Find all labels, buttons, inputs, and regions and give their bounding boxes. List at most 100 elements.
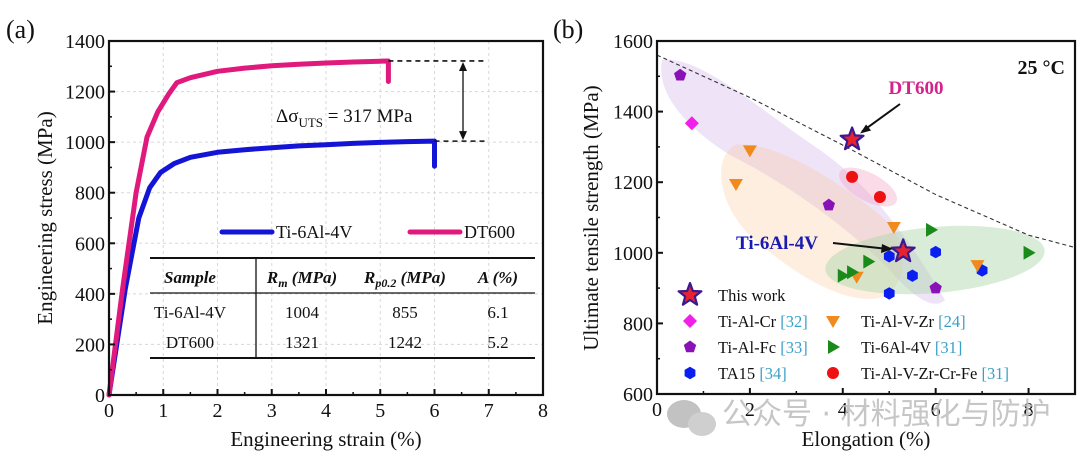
data-point-this-work-star-icon [839, 126, 865, 151]
data-point-ti-6al-4v-triangle-right-icon [926, 222, 939, 237]
panel-a: (a) ΔσUTS = 317 MPa 0 1 2 3 4 5 6 7 8 0 200 400 600 8… [6, 15, 548, 451]
region-ti-al-fc [661, 59, 945, 304]
y-tick-label: 1200 [65, 82, 105, 104]
table-cell: 855 [392, 303, 418, 322]
data-point-ti-6al-4v-triangle-right-icon [1023, 245, 1036, 260]
arrow-head-up-icon [459, 61, 467, 71]
panel-a-ticks: 0 1 2 3 4 5 6 7 8 0 200 400 600 800 1000 1200 1400 [65, 31, 548, 422]
legend-marker-ti-6al-4v-triangle-right-icon [828, 340, 840, 354]
arrow-head-icon [881, 244, 893, 253]
legend-marker-ti-al-fc-pentagon-icon [683, 340, 697, 353]
panel-a-xlabel: Engineering strain (%) [230, 427, 421, 451]
table-header-cell: A (%) [477, 268, 518, 287]
legend-label-ti-al-v-zr-cr-fe: Ti-Al-V-Zr-Cr-Fe [31] [861, 364, 1009, 383]
trend-line [656, 54, 1076, 249]
table-cell: 6.1 [487, 303, 508, 322]
table-cell: DT600 [166, 333, 214, 352]
y-tick-label: 800 [623, 313, 653, 335]
panel-b-ticks: 0 2 4 6 8 600 800 1000 1200 1400 1600 [613, 31, 1076, 421]
data-point-ti-al-v-zr-triangle-down-icon [886, 222, 901, 235]
x-tick-label: 1 [158, 400, 168, 422]
legend-marker-ti-al-v-zr-triangle-down-icon [826, 316, 840, 328]
legend-label-ti-6al-4v: Ti-6Al-4V [31] [861, 338, 962, 357]
data-point-ti-al-v-zr-triangle-down-icon [742, 145, 757, 158]
y-tick-label: 800 [75, 183, 105, 205]
legend-label: Ti-6Al-4V [276, 222, 352, 242]
x-tick-label: 0 [652, 399, 662, 421]
region-ti-al-v-zr [721, 144, 903, 299]
legend-marker-this-work-star-icon [677, 281, 703, 306]
y-tick-label: 600 [75, 233, 105, 255]
series-line-ti-6al-4v [106, 138, 437, 398]
x-tick-label: 0 [104, 400, 114, 422]
series-line-dt600 [106, 58, 391, 398]
panel-b-xlabel: Elongation (%) [802, 427, 931, 451]
data-point-ti-al-v-zr-triangle-down-icon [970, 260, 985, 273]
x-tick-label: 2 [213, 400, 223, 422]
data-point-this-work-star-icon [890, 238, 916, 263]
legend-label-ti-al-cr: Ti-Al-Cr [32] [718, 312, 808, 331]
y-tick-label: 1200 [613, 172, 653, 194]
legend-label: DT600 [464, 222, 515, 242]
panel-b-shaded-regions [661, 59, 1045, 304]
panel-a-legend: Ti-6Al-4V DT600 [219, 222, 515, 242]
x-tick-label: 2 [745, 399, 755, 421]
panel-b-ylabel: Ultimate tensile strength (MPa) [579, 85, 603, 350]
x-tick-label: 6 [430, 400, 440, 422]
panel-b-callouts: DT600 Ti-6Al-4V [736, 78, 943, 254]
wechat-icon [667, 400, 716, 436]
region-ti-6al-4v-ref [825, 225, 1045, 295]
data-point-ti-al-v-zr-triangle-down-icon [728, 178, 743, 191]
table-cell: 1004 [285, 303, 320, 322]
properties-table: Sample Rm (MPa) Rp0.2 (MPa) A (%) Ti-6Al-4V 1… [150, 257, 535, 359]
y-tick-label: 200 [75, 334, 105, 356]
table-cell: Ti-6Al-4V [154, 303, 227, 322]
watermark-text: 公众号 · 材料强化与防护 [722, 397, 1051, 432]
data-point-ti-al-cr-diamond-icon [684, 116, 699, 131]
y-tick-label: 400 [75, 284, 105, 306]
table-cell: 1321 [285, 333, 319, 352]
data-point-ti-6al-4v-triangle-right-icon [847, 265, 860, 280]
y-tick-label: 1400 [613, 102, 653, 124]
data-point-ti-al-v-zr-cr-fe-circle-icon [846, 170, 859, 183]
table-cell: 1242 [388, 333, 422, 352]
panel-a-grid [109, 41, 543, 395]
panel-b-label: (b) [553, 15, 583, 44]
trend-line-path [656, 54, 1076, 249]
data-point-ti-6al-4v-triangle-right-icon [837, 268, 850, 283]
table-header-cell: Rp0.2 (MPa) [363, 268, 446, 290]
temperature-label: 25 °C [1018, 57, 1065, 79]
table-cell: 5.2 [487, 333, 508, 352]
y-tick-label: 1000 [65, 132, 105, 154]
x-tick-label: 8 [1024, 399, 1034, 421]
panel-b-legend: This work Ti-Al-Cr [32] Ti-Al-V-Zr [24] Ti-… [677, 281, 1009, 383]
legend-label-ta15: TA15 [34] [718, 364, 787, 383]
panel-b-points [674, 68, 1036, 300]
x-tick-label: 7 [484, 400, 494, 422]
y-tick-label: 1400 [65, 31, 105, 53]
x-tick-label: 8 [538, 400, 548, 422]
legend-marker-ti-al-cr-diamond-icon [683, 314, 697, 328]
callout-arrow-dt600 [861, 103, 901, 133]
x-tick-label: 5 [375, 400, 385, 422]
arrow-head-down-icon [459, 131, 467, 141]
data-point-ta15-hexagon-icon [883, 250, 895, 263]
y-tick-label: 600 [623, 384, 653, 406]
data-point-ti-6al-4v-triangle-right-icon [863, 254, 876, 269]
panel-a-label: (a) [6, 15, 35, 44]
x-tick-label: 3 [267, 400, 277, 422]
arrow-head-icon [860, 124, 872, 134]
callout-arrow-ti-6al-4v [832, 242, 889, 250]
callout-dt600: DT600 [889, 78, 944, 99]
x-tick-label: 4 [321, 400, 331, 422]
uts-difference-label: ΔσUTS = 317 MPa [276, 106, 413, 130]
y-tick-label: 0 [95, 385, 105, 407]
data-point-ti-al-v-zr-cr-fe-circle-icon [873, 191, 886, 204]
legend-label-ti-al-fc: Ti-Al-Fc [33] [718, 338, 808, 357]
watermark: 公众号 · 材料强化与防护 [667, 397, 1051, 436]
data-point-ti-al-fc-pentagon-icon [929, 281, 942, 294]
data-point-ti-al-fc-pentagon-icon [674, 68, 687, 81]
legend-label-ti-al-v-zr: Ti-Al-V-Zr [24] [861, 312, 966, 331]
legend-marker-ti-al-v-zr-cr-fe-circle-icon [827, 367, 839, 379]
